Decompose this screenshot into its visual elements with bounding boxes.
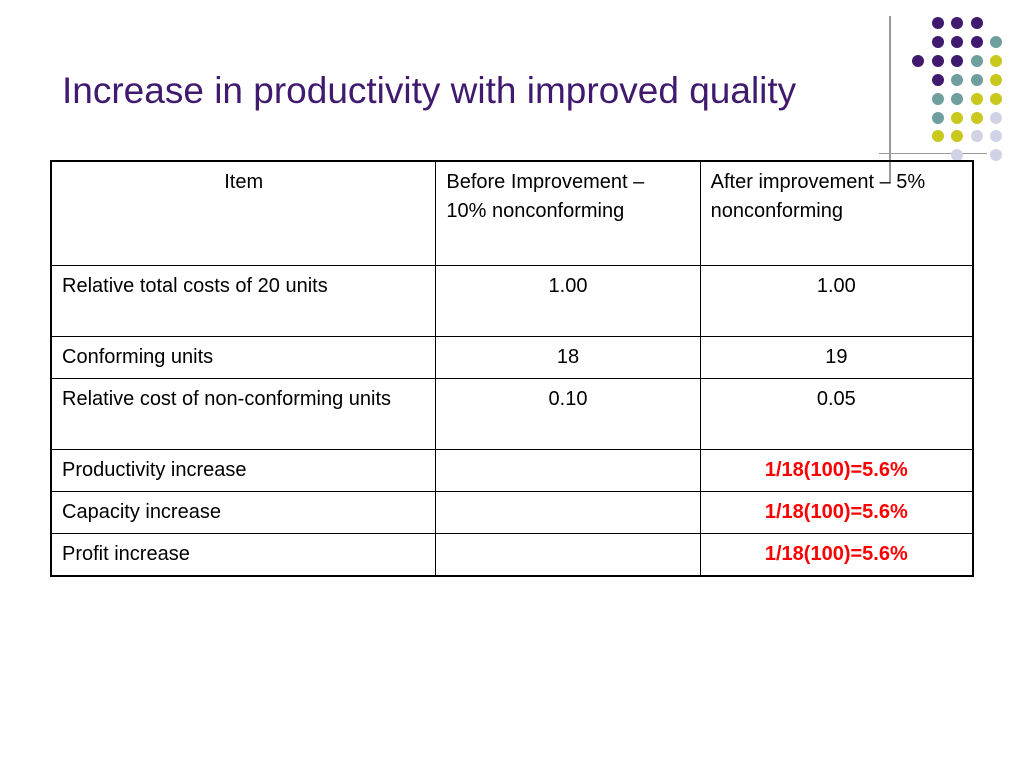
- decorative-dot: [932, 55, 944, 67]
- decorative-dot: [971, 36, 983, 48]
- table-row: Relative total costs of 20 units 1.00 1.…: [50, 264, 974, 337]
- decorative-dot: [971, 74, 983, 86]
- decorative-dot: [951, 149, 963, 161]
- row-after-value: 1/18(100)=5.6%: [699, 532, 974, 576]
- decorative-dot: [971, 112, 983, 124]
- decorative-dot: [990, 74, 1002, 86]
- row-before-value: 1.00: [435, 264, 701, 337]
- decorative-dot: [990, 149, 1002, 161]
- decorative-dot: [932, 74, 944, 86]
- row-before-value: [435, 532, 701, 576]
- decorative-dot: [912, 55, 924, 67]
- table-row: Conforming units 18 19: [50, 335, 974, 379]
- decorative-dot: [951, 112, 963, 124]
- row-label: Profit increase: [50, 532, 437, 576]
- decorative-dot: [971, 55, 983, 67]
- decorative-dot: [951, 36, 963, 48]
- row-before-value: 0.10: [435, 377, 701, 450]
- decorative-dot: [932, 17, 944, 29]
- decorative-dot: [951, 93, 963, 105]
- decorative-dot: [932, 93, 944, 105]
- slide-title: Increase in productivity with improved q…: [62, 70, 797, 111]
- row-label: Relative total costs of 20 units: [50, 264, 437, 337]
- decorative-dot: [932, 112, 944, 124]
- decorative-dot: [951, 74, 963, 86]
- decorative-horizontal-line: [879, 153, 987, 154]
- decorative-dot: [971, 130, 983, 142]
- row-after-value: 19: [699, 335, 974, 379]
- header-before-improvement: Before Improvement – 10% nonconforming: [435, 160, 701, 266]
- row-label: Conforming units: [50, 335, 437, 379]
- row-label: Capacity increase: [50, 490, 437, 534]
- decorative-dot: [951, 55, 963, 67]
- decorative-dot: [990, 112, 1002, 124]
- row-before-value: [435, 490, 701, 534]
- decorative-vertical-line: [889, 16, 891, 182]
- table-row: Relative cost of non-conforming units 0.…: [50, 377, 974, 450]
- decorative-dot: [990, 93, 1002, 105]
- decorative-dot: [990, 130, 1002, 142]
- row-after-value: 0.05: [699, 377, 974, 450]
- decorative-dot: [932, 130, 944, 142]
- row-before-value: 18: [435, 335, 701, 379]
- decorative-dot: [951, 130, 963, 142]
- row-after-value: 1.00: [699, 264, 974, 337]
- decorative-dot: [971, 93, 983, 105]
- decorative-dot: [990, 55, 1002, 67]
- row-label: Productivity increase: [50, 448, 437, 492]
- decorative-dot: [951, 17, 963, 29]
- row-after-value: 1/18(100)=5.6%: [699, 448, 974, 492]
- decorative-dot: [971, 17, 983, 29]
- row-label: Relative cost of non-conforming units: [50, 377, 437, 450]
- comparison-table: Item Before Improvement – 10% nonconform…: [50, 160, 974, 577]
- table-row: Profit increase 1/18(100)=5.6%: [50, 532, 974, 576]
- table-row: Productivity increase 1/18(100)=5.6%: [50, 448, 974, 492]
- header-item: Item: [50, 160, 437, 266]
- decorative-dot: [990, 36, 1002, 48]
- table-row: Capacity increase 1/18(100)=5.6%: [50, 490, 974, 534]
- header-after-improvement: After improvement – 5% nonconforming: [699, 160, 974, 266]
- decorative-dot: [932, 36, 944, 48]
- table-header-row: Item Before Improvement – 10% nonconform…: [50, 160, 974, 266]
- row-before-value: [435, 448, 701, 492]
- row-after-value: 1/18(100)=5.6%: [699, 490, 974, 534]
